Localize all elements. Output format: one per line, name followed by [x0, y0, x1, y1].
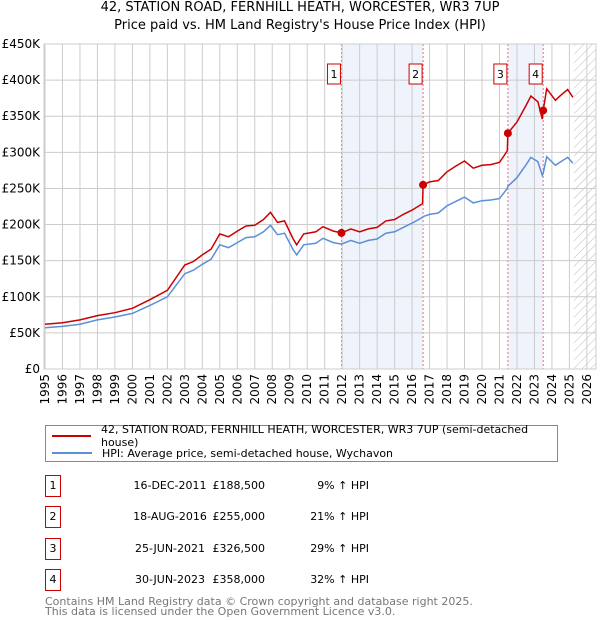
x-tick-label: 2019 [458, 374, 472, 405]
hpi-line [44, 155, 574, 329]
y-tick-label: £200K [2, 218, 42, 232]
y-tick-label: £150K [2, 254, 42, 268]
x-tick-label: 2006 [230, 374, 244, 405]
sale-point [337, 228, 346, 237]
x-tick-label: 2025 [562, 374, 576, 405]
plot-frame [43, 43, 597, 370]
x-tick-label: 2016 [405, 374, 419, 405]
x-tick-label: 2015 [388, 374, 402, 405]
x-tick-label: 2017 [423, 374, 437, 405]
hatched-future-region [573, 44, 596, 369]
transaction-number: 3 [45, 538, 61, 560]
x-tick-label: 2010 [300, 374, 314, 405]
x-tick-label: 2009 [283, 374, 297, 405]
transaction-hpi: 32% ↑ HPI [310, 573, 369, 586]
x-tick-label: 1998 [90, 374, 104, 405]
sale-label: 2 [412, 68, 419, 81]
transaction-date: 25-JUN-2021 [134, 542, 206, 555]
x-tick-label: 2001 [143, 374, 157, 405]
sale-point [419, 180, 428, 189]
x-tick-label: 2023 [527, 374, 541, 405]
x-tick-label: 2022 [510, 374, 524, 405]
x-tick-label: 2026 [580, 374, 594, 405]
footer-copyright: Contains HM Land Registry data © Crown c… [45, 595, 473, 608]
sale-point [539, 106, 548, 115]
chart-legend: 42, STATION ROAD, FERNHILL HEATH, WORCES… [45, 423, 558, 462]
sale-period-shade [341, 44, 424, 369]
footer-licence: This data is licensed under the Open Gov… [45, 605, 396, 618]
sale-label: 1 [330, 68, 337, 81]
transaction-date: 16-DEC-2011 [133, 479, 207, 492]
transaction-hpi: 29% ↑ HPI [310, 542, 369, 555]
x-tick-label: 2004 [195, 374, 209, 405]
transaction-number: 1 [45, 475, 61, 497]
legend-label: HPI: Average price, semi-detached house,… [102, 446, 394, 460]
x-tick-label: 2012 [335, 374, 349, 405]
transaction-date: 30-JUN-2023 [134, 573, 206, 586]
legend-label: 42, STATION ROAD, FERNHILL HEATH, WORCES… [100, 423, 529, 449]
x-tick-label: 2003 [178, 374, 192, 405]
sale-label: 3 [497, 68, 504, 81]
y-tick-label: £100K [2, 290, 42, 304]
transaction-row: 1 16-DEC-2011 £188,500 9% ↑ HPI [45, 475, 385, 497]
price-chart: £0 £50K £100K £150K £200K £250K £300K £350K £400… [2, 37, 597, 405]
transaction-hpi: 21% ↑ HPI [310, 510, 369, 523]
sale-label-box [528, 63, 543, 85]
transaction-hpi: 9% ↑ HPI [317, 479, 369, 492]
sale-period-shade [507, 44, 544, 369]
y-tick-label: £50K [9, 326, 41, 340]
x-tick-label: 2007 [248, 374, 262, 405]
transaction-number: 4 [45, 569, 61, 591]
sale-label-box [408, 63, 423, 85]
y-tick-label: £300K [2, 145, 42, 159]
x-tick-label: 1997 [73, 374, 87, 405]
legend-item-hpi: HPI: Average price, semi-detached house,… [52, 445, 393, 461]
y-tick-label: £350K [2, 109, 42, 123]
x-tick-label: 2021 [492, 374, 506, 405]
transaction-date: 18-AUG-2016 [133, 510, 207, 523]
sale-label-box [493, 63, 508, 85]
x-tick-label: 1995 [38, 374, 52, 405]
x-tick-label: 2020 [475, 374, 489, 405]
transaction-row: 4 30-JUN-2023 £358,000 32% ↑ HPI [45, 569, 385, 591]
sale-point [503, 129, 512, 138]
x-tick-label: 2014 [370, 374, 384, 405]
y-tick-label: £450K [2, 37, 42, 51]
transaction-row: 3 25-JUN-2021 £326,500 29% ↑ HPI [45, 538, 385, 560]
x-tick-label: 2011 [318, 374, 332, 405]
property-line-swatch [52, 435, 91, 437]
transaction-price: £358,000 [212, 573, 266, 586]
x-tick-label: 2000 [125, 374, 139, 405]
sale-label: 4 [532, 68, 539, 81]
x-tick-label: 2008 [265, 374, 279, 405]
transaction-price: £326,500 [212, 542, 266, 555]
property-price-line [44, 86, 574, 325]
transaction-row: 2 18-AUG-2016 £255,000 21% ↑ HPI [45, 506, 385, 528]
y-tick-label: £400K [2, 73, 42, 87]
x-tick-label: 1996 [55, 374, 69, 405]
legend-item-property: 42, STATION ROAD, FERNHILL HEATH, WORCES… [52, 423, 557, 449]
chart-subtitle: Price paid vs. HM Land Registry's House … [114, 18, 486, 33]
x-tick-label: 2005 [213, 374, 227, 405]
x-tick-label: 2013 [353, 374, 367, 405]
transaction-price: £255,000 [212, 510, 266, 523]
x-tick-label: 2024 [545, 374, 559, 405]
chart-title: 42, STATION ROAD, FERNHILL HEATH, WORCES… [100, 0, 500, 15]
sale-label-box [326, 63, 341, 85]
x-tick-label: 1999 [108, 374, 122, 405]
y-tick-label: £0 [25, 362, 40, 376]
x-tick-label: 2002 [160, 374, 174, 405]
transaction-price: £188,500 [212, 479, 266, 492]
x-tick-label: 2018 [440, 374, 454, 405]
y-tick-label: £250K [2, 181, 42, 195]
transaction-number: 2 [45, 506, 61, 528]
hpi-line-swatch [52, 452, 92, 454]
